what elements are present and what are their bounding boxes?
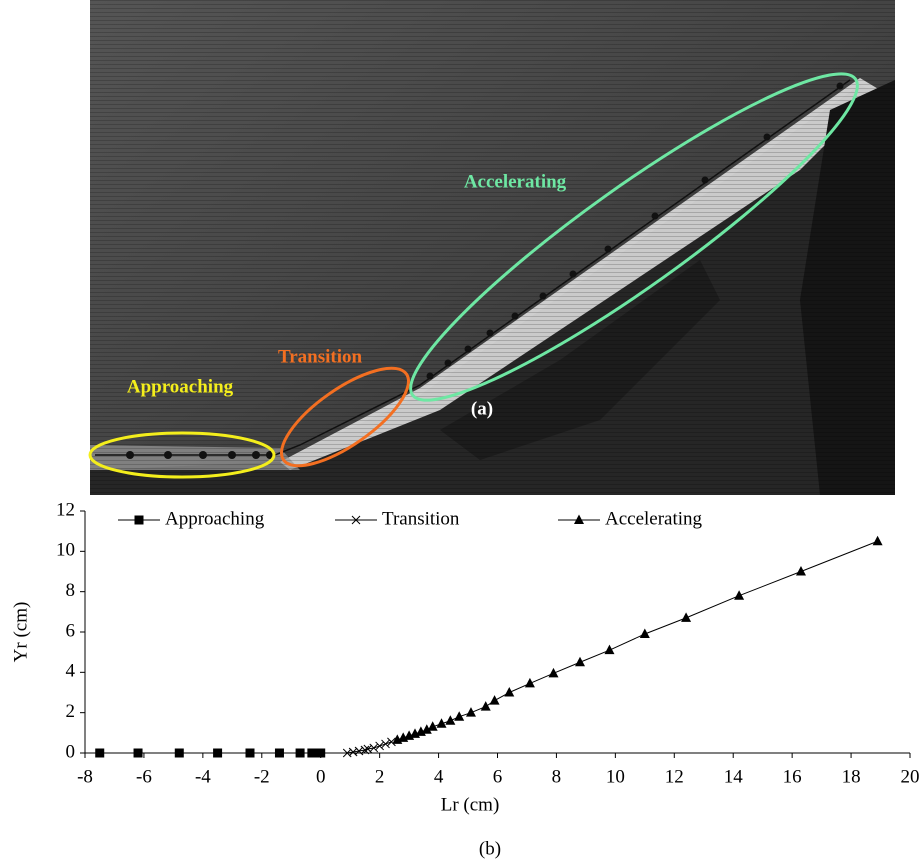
data-point: [873, 536, 883, 546]
data-point: [275, 749, 284, 758]
x-tick-label: 8: [552, 766, 562, 787]
data-point: [466, 707, 476, 717]
x-tick-label: 20: [901, 766, 920, 787]
data-point: [376, 742, 384, 750]
data-point: [681, 612, 691, 622]
data-point: [175, 749, 184, 758]
x-tick-label: -8: [77, 766, 93, 787]
data-point: [604, 645, 614, 655]
figure: Accelerating Transition Approaching (a) …: [0, 0, 922, 865]
data-point: [213, 749, 222, 758]
series-line: [397, 541, 877, 740]
data-point: [490, 695, 500, 705]
data-point: [134, 749, 143, 758]
data-point: [734, 590, 744, 600]
x-tick-label: 10: [606, 766, 625, 787]
y-tick-label: 0: [66, 741, 76, 762]
photo: Accelerating Transition Approaching (a): [90, 0, 895, 495]
y-tick-label: 8: [66, 580, 76, 601]
x-tick-label: 4: [434, 766, 444, 787]
data-point: [504, 687, 514, 697]
panel-label: (a): [471, 398, 493, 419]
annotation: Approaching: [127, 376, 234, 397]
legend-marker: [574, 515, 584, 525]
legend-label: Accelerating: [605, 508, 703, 529]
y-axis-label: Yr (cm): [10, 602, 31, 663]
data-point: [481, 701, 491, 711]
legend-label: Approaching: [165, 508, 265, 529]
y-tick-label: 10: [56, 540, 75, 561]
y-tick-label: 12: [56, 499, 75, 520]
data-point: [95, 749, 104, 758]
x-axis-label: Lr (cm): [441, 794, 500, 815]
x-tick-label: 18: [842, 766, 861, 787]
legend-label: Transition: [382, 508, 460, 529]
data-point: [525, 678, 535, 688]
data-point: [296, 749, 305, 758]
data-point: [445, 715, 455, 725]
y-tick-label: 2: [66, 701, 76, 722]
x-tick-label: 2: [375, 766, 385, 787]
data-point: [316, 749, 325, 758]
x-tick-label: -2: [254, 766, 270, 787]
x-tick-label: 6: [493, 766, 503, 787]
annotation: Accelerating: [464, 171, 567, 192]
y-tick-label: 6: [66, 620, 76, 641]
data-point: [640, 629, 650, 639]
data-point: [382, 740, 390, 748]
x-tick-label: -4: [195, 766, 211, 787]
data-point: [246, 749, 255, 758]
data-point: [796, 566, 806, 576]
y-tick-label: 4: [66, 661, 76, 682]
panel-label: (b): [479, 838, 501, 859]
annotation: Transition: [278, 346, 363, 367]
x-tick-label: 12: [665, 766, 684, 787]
x-tick-label: -6: [136, 766, 152, 787]
legend-marker: [135, 516, 144, 525]
x-tick-label: 16: [783, 766, 802, 787]
data-point: [575, 657, 585, 667]
x-tick-label: 14: [724, 766, 744, 787]
x-tick-label: 0: [316, 766, 326, 787]
data-point: [548, 668, 558, 678]
